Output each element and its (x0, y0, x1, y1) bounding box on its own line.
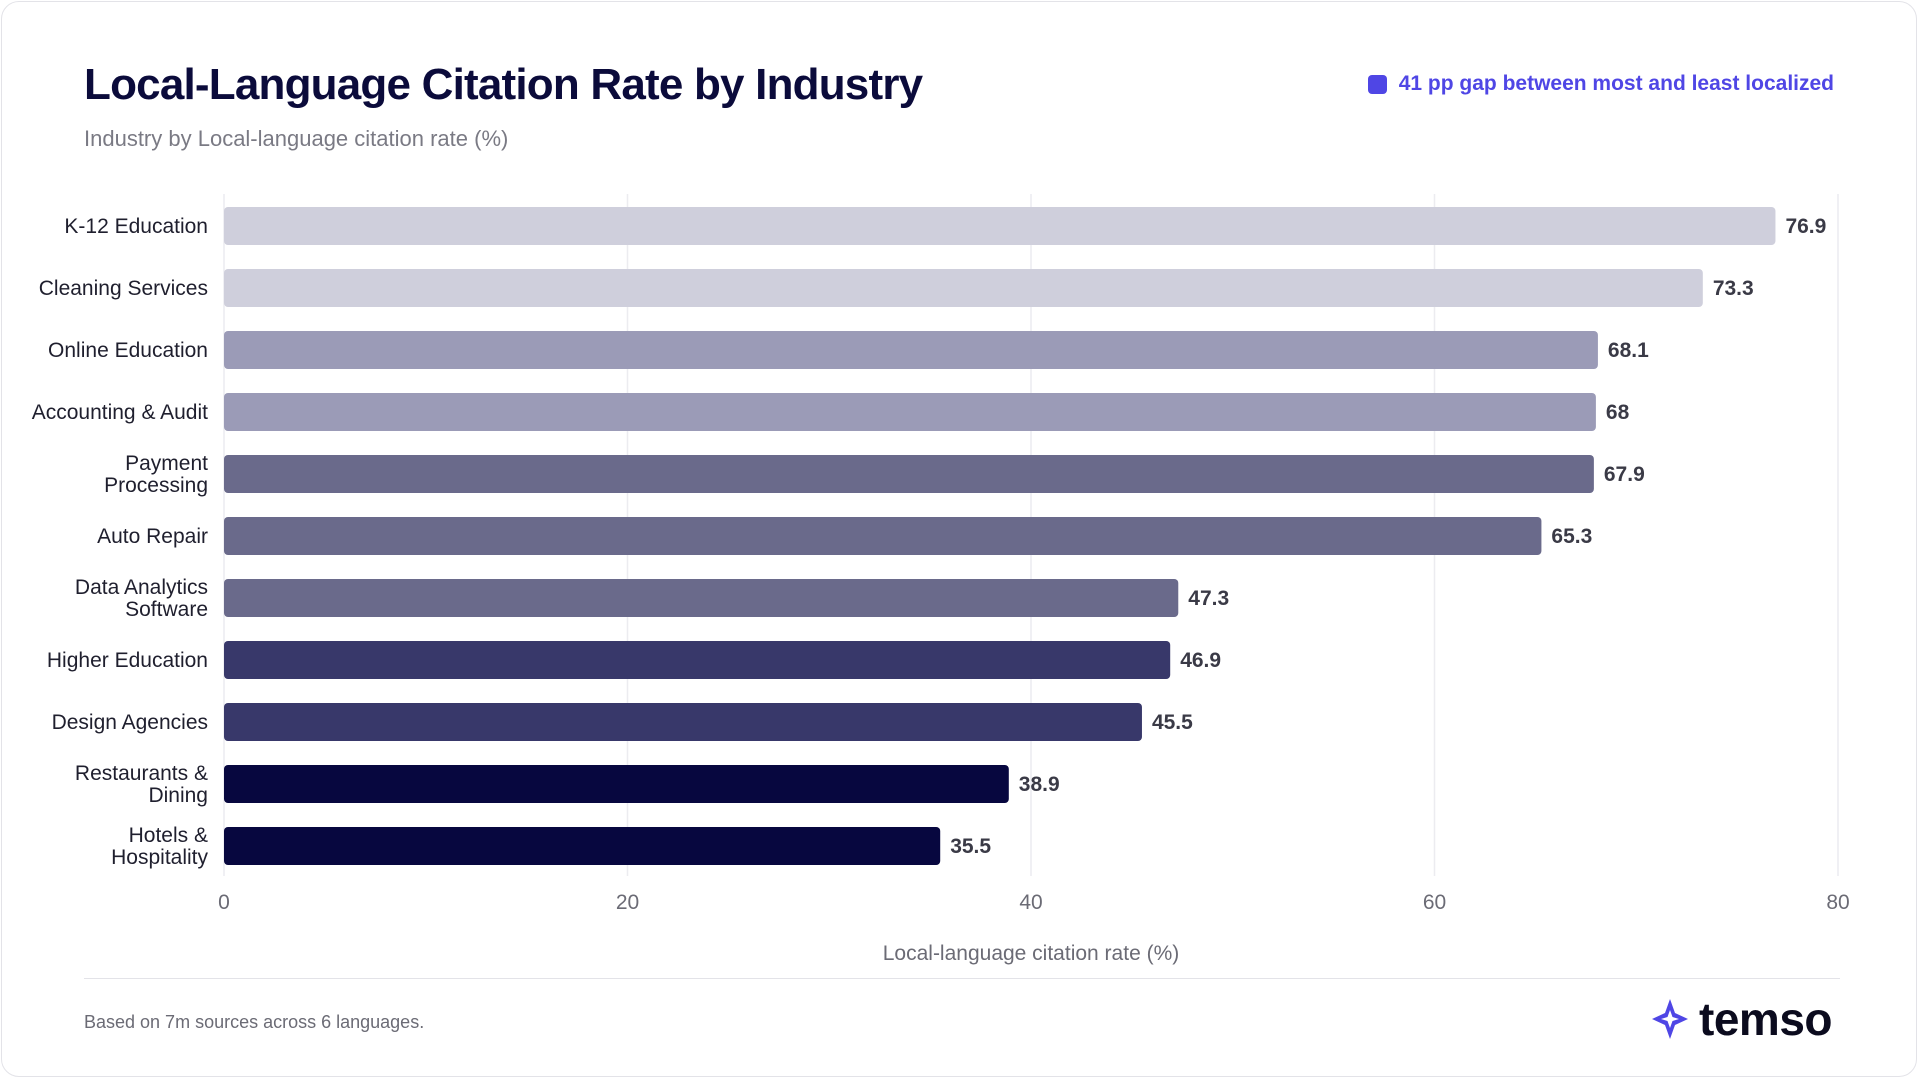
bar-9 (224, 765, 1009, 803)
category-label-9: Restaurants & Dining (75, 762, 208, 807)
legend-label: 41 pp gap between most and least localiz… (1398, 72, 1834, 95)
bar-5 (224, 517, 1542, 555)
category-label-0: K-12 Education (64, 215, 208, 238)
category-label-10: Hotels & Hospitality (111, 824, 208, 869)
x-tick-label-40: 40 (1019, 891, 1042, 914)
category-label-6: Data Analytics Software (75, 576, 208, 621)
category-label-3: Accounting & Audit (32, 401, 208, 424)
bar-6 (224, 579, 1179, 617)
value-label-1: 73.3 (1713, 277, 1754, 300)
x-tick-label-60: 60 (1423, 891, 1446, 914)
legend: 41 pp gap between most and least localiz… (1367, 72, 1834, 96)
value-label-8: 45.5 (1152, 711, 1193, 734)
value-label-7: 46.9 (1180, 649, 1221, 672)
chart-subtitle: Industry by Local-language citation rate… (84, 126, 509, 151)
bar-0 (224, 207, 1776, 245)
brand-name: temso (1699, 993, 1832, 1045)
legend-swatch (1367, 74, 1387, 94)
brand-logo: temso (1651, 996, 1832, 1042)
x-tick-label-20: 20 (616, 891, 639, 914)
bar-1 (224, 269, 1703, 307)
x-axis-title: Local-language citation rate (%) (883, 942, 1180, 965)
value-label-0: 76.9 (1785, 215, 1826, 238)
value-label-5: 65.3 (1551, 525, 1592, 548)
category-label-4: Payment Processing (104, 452, 208, 497)
x-tick-label-80: 80 (1826, 891, 1849, 914)
value-label-2: 68.1 (1608, 339, 1649, 362)
category-label-2: Online Education (48, 339, 208, 362)
value-label-4: 67.9 (1604, 463, 1645, 486)
value-label-10: 35.5 (950, 835, 991, 858)
bar-4 (224, 455, 1594, 493)
bar-10 (224, 827, 941, 865)
value-label-9: 38.9 (1019, 773, 1060, 796)
footnote: Based on 7m sources across 6 languages. (84, 1012, 425, 1032)
chart-title: Local-Language Citation Rate by Industry (84, 60, 923, 109)
value-label-6: 47.3 (1188, 587, 1229, 610)
category-label-1: Cleaning Services (39, 277, 208, 300)
bar-8 (224, 703, 1142, 741)
category-label-8: Design Agencies (52, 711, 208, 734)
footer-divider (84, 978, 1840, 979)
bar-7 (224, 641, 1171, 679)
category-label-5: Auto Repair (97, 525, 208, 548)
value-label-3: 68 (1606, 401, 1630, 424)
bar-3 (224, 393, 1596, 431)
x-tick-label-0: 0 (218, 891, 230, 914)
bar-2 (224, 331, 1598, 369)
bar-chart: 0 20 40 60 80 K-12 Education 76.9 Cleaning Serv… (32, 194, 1850, 965)
category-label-7: Higher Education (47, 649, 208, 672)
sparkle-star-icon (1652, 999, 1689, 1039)
